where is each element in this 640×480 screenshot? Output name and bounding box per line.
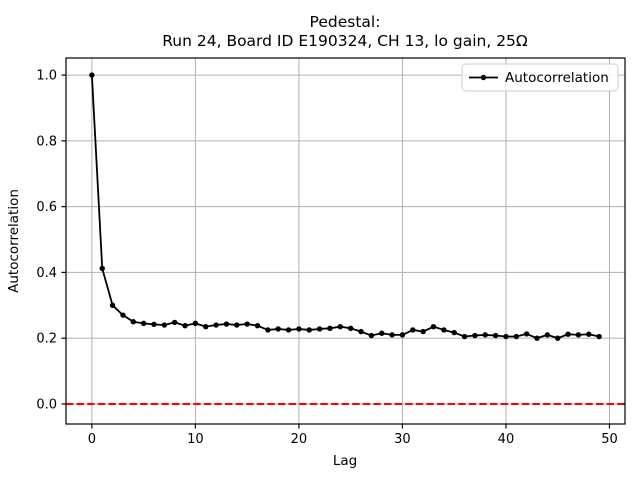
x-tick-label: 0 bbox=[88, 432, 96, 447]
x-axis-label: Lag bbox=[333, 453, 357, 469]
data-point-marker bbox=[503, 333, 509, 340]
data-point-marker bbox=[120, 312, 126, 318]
data-point-marker bbox=[534, 335, 540, 341]
y-tick-label: 0.6 bbox=[36, 200, 57, 215]
x-tick-label: 30 bbox=[394, 432, 411, 447]
data-point-marker bbox=[399, 332, 406, 338]
data-point-marker bbox=[461, 333, 468, 340]
data-point-marker bbox=[89, 72, 95, 78]
data-point-marker bbox=[451, 329, 457, 336]
data-point-marker bbox=[379, 330, 385, 336]
chart-title-line-2: Run 24, Board ID E190324, CH 13, lo gain… bbox=[162, 32, 528, 50]
data-point-marker bbox=[430, 323, 437, 330]
data-point-marker bbox=[368, 332, 375, 339]
data-point-marker bbox=[151, 321, 157, 328]
chart-title-line-1: Pedestal: bbox=[310, 13, 381, 31]
data-point-marker bbox=[244, 321, 250, 327]
x-tick-label: 50 bbox=[601, 432, 618, 447]
legend-marker-icon bbox=[480, 74, 487, 81]
autocorrelation-series bbox=[89, 72, 602, 341]
data-point-marker bbox=[327, 325, 333, 332]
data-point-marker bbox=[130, 319, 136, 325]
data-point-marker bbox=[234, 322, 240, 328]
data-point-marker bbox=[523, 331, 530, 337]
data-point-marker bbox=[213, 322, 219, 328]
data-point-marker bbox=[389, 332, 395, 338]
legend-box bbox=[461, 63, 619, 92]
data-point-marker bbox=[109, 302, 116, 308]
data-point-marker bbox=[192, 320, 199, 327]
grid-lines bbox=[66, 58, 625, 424]
data-point-marker bbox=[296, 326, 302, 332]
data-point-marker bbox=[171, 319, 178, 326]
data-point-marker bbox=[140, 320, 147, 327]
x-tick-label: 10 bbox=[187, 432, 204, 447]
data-point-marker bbox=[99, 265, 105, 272]
data-point-marker bbox=[596, 333, 602, 340]
data-point-marker bbox=[472, 332, 478, 339]
legend-label: Autocorrelation bbox=[505, 70, 609, 86]
data-point-marker bbox=[347, 325, 354, 332]
y-axis-label: Autocorrelation bbox=[6, 189, 22, 293]
data-point-marker bbox=[203, 323, 209, 330]
data-point-marker bbox=[306, 327, 312, 333]
data-point-marker bbox=[482, 332, 488, 338]
axis-ticks: 0 10 20 30 40 50 0.0 0.2 0.4 0.6 0.8 1.0 bbox=[36, 69, 617, 447]
data-point-marker bbox=[285, 327, 292, 333]
y-tick-label: 0.2 bbox=[36, 332, 57, 347]
data-point-marker bbox=[420, 328, 426, 335]
data-point-marker bbox=[161, 322, 168, 328]
data-point-marker bbox=[223, 321, 230, 327]
data-point-marker bbox=[337, 323, 344, 330]
data-point-marker bbox=[410, 327, 416, 333]
data-point-marker bbox=[265, 327, 271, 333]
data-point-marker bbox=[441, 327, 447, 333]
data-point-marker bbox=[254, 322, 261, 329]
y-tick-label: 0.0 bbox=[36, 397, 57, 412]
y-tick-label: 0.4 bbox=[36, 266, 57, 281]
data-point-marker bbox=[275, 326, 281, 332]
data-point-marker bbox=[492, 332, 499, 339]
x-tick-label: 20 bbox=[291, 432, 308, 447]
y-tick-label: 1.0 bbox=[36, 69, 57, 84]
legend: Autocorrelation bbox=[461, 63, 619, 92]
data-point-marker bbox=[575, 332, 582, 338]
data-point-marker bbox=[358, 328, 364, 335]
data-point-marker bbox=[586, 331, 592, 337]
y-tick-label: 0.8 bbox=[36, 134, 57, 149]
data-point-marker bbox=[544, 332, 551, 338]
data-point-marker bbox=[555, 335, 561, 341]
data-point-marker bbox=[565, 331, 571, 337]
data-point-marker bbox=[316, 326, 323, 332]
data-point-marker bbox=[513, 333, 520, 340]
x-tick-label: 40 bbox=[498, 432, 515, 447]
plot-frame bbox=[65, 57, 626, 425]
data-point-marker bbox=[182, 322, 188, 329]
